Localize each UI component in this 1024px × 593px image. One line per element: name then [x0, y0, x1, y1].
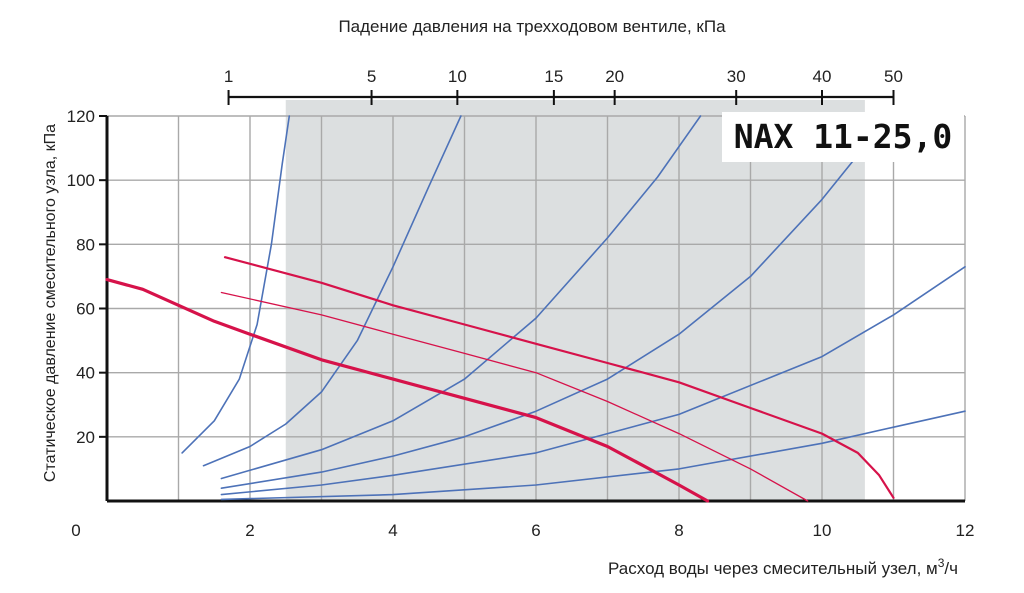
pump-curves	[105, 256, 895, 503]
y-tick-label: 20	[76, 428, 95, 447]
valve-curve	[220, 140, 870, 489]
y-tick-label: 120	[67, 107, 95, 126]
valve-curve	[181, 115, 291, 454]
x-axis-title-tail: /ч	[944, 559, 958, 578]
top-axis-tick-label: 30	[727, 67, 746, 86]
y-tick-label: 40	[76, 364, 95, 383]
top-axis-tick-label: 50	[884, 67, 903, 86]
pump-curve	[220, 291, 809, 502]
top-axis-title: Падение давления на трехходовом вентиле,…	[338, 17, 726, 36]
valve-curve	[220, 410, 966, 501]
y-axis-title: Статическое давление смесительного узла,…	[42, 124, 59, 482]
top-axis-tick-label: 40	[813, 67, 832, 86]
pump-curve	[223, 256, 895, 499]
x-tick-label: 0	[71, 521, 80, 540]
axes	[99, 115, 965, 503]
x-axis-title: Расход воды через смесительный узел, м3/…	[608, 556, 958, 578]
model-badge-background	[722, 112, 964, 162]
pump-curve	[105, 278, 710, 503]
tick-labels: 0 2 4 6 8 10 12 20 40 60 80 100 120	[67, 107, 975, 540]
top-axis-tick-label: 1	[224, 67, 233, 86]
valve-curve	[220, 266, 966, 496]
y-tick-label: 80	[76, 235, 95, 254]
valve-curve	[220, 115, 702, 480]
top-axis-tick-label: 20	[605, 67, 624, 86]
x-axis-title-sup: 3	[938, 556, 945, 570]
y-tick-label: 60	[76, 300, 95, 319]
x-tick-label: 10	[813, 521, 832, 540]
x-tick-label: 4	[388, 521, 397, 540]
top-axis-tick-label: 5	[367, 67, 376, 86]
top-axis-tick-label: 15	[544, 67, 563, 86]
x-tick-label: 2	[245, 521, 254, 540]
top-axis-tick-label: 10	[448, 67, 467, 86]
y-tick-label: 100	[67, 171, 95, 190]
x-tick-label: 8	[674, 521, 683, 540]
x-tick-label: 6	[531, 521, 540, 540]
x-axis-title-main: Расход воды через смесительный узел, м	[608, 559, 938, 578]
model-badge-text: NAX 11-25,0	[734, 117, 953, 156]
model-badge: NAX 11-25,0	[722, 112, 964, 162]
top-valve-axis: 1 5 10 15 20 30 40 50	[224, 67, 903, 105]
x-tick-label: 12	[956, 521, 975, 540]
